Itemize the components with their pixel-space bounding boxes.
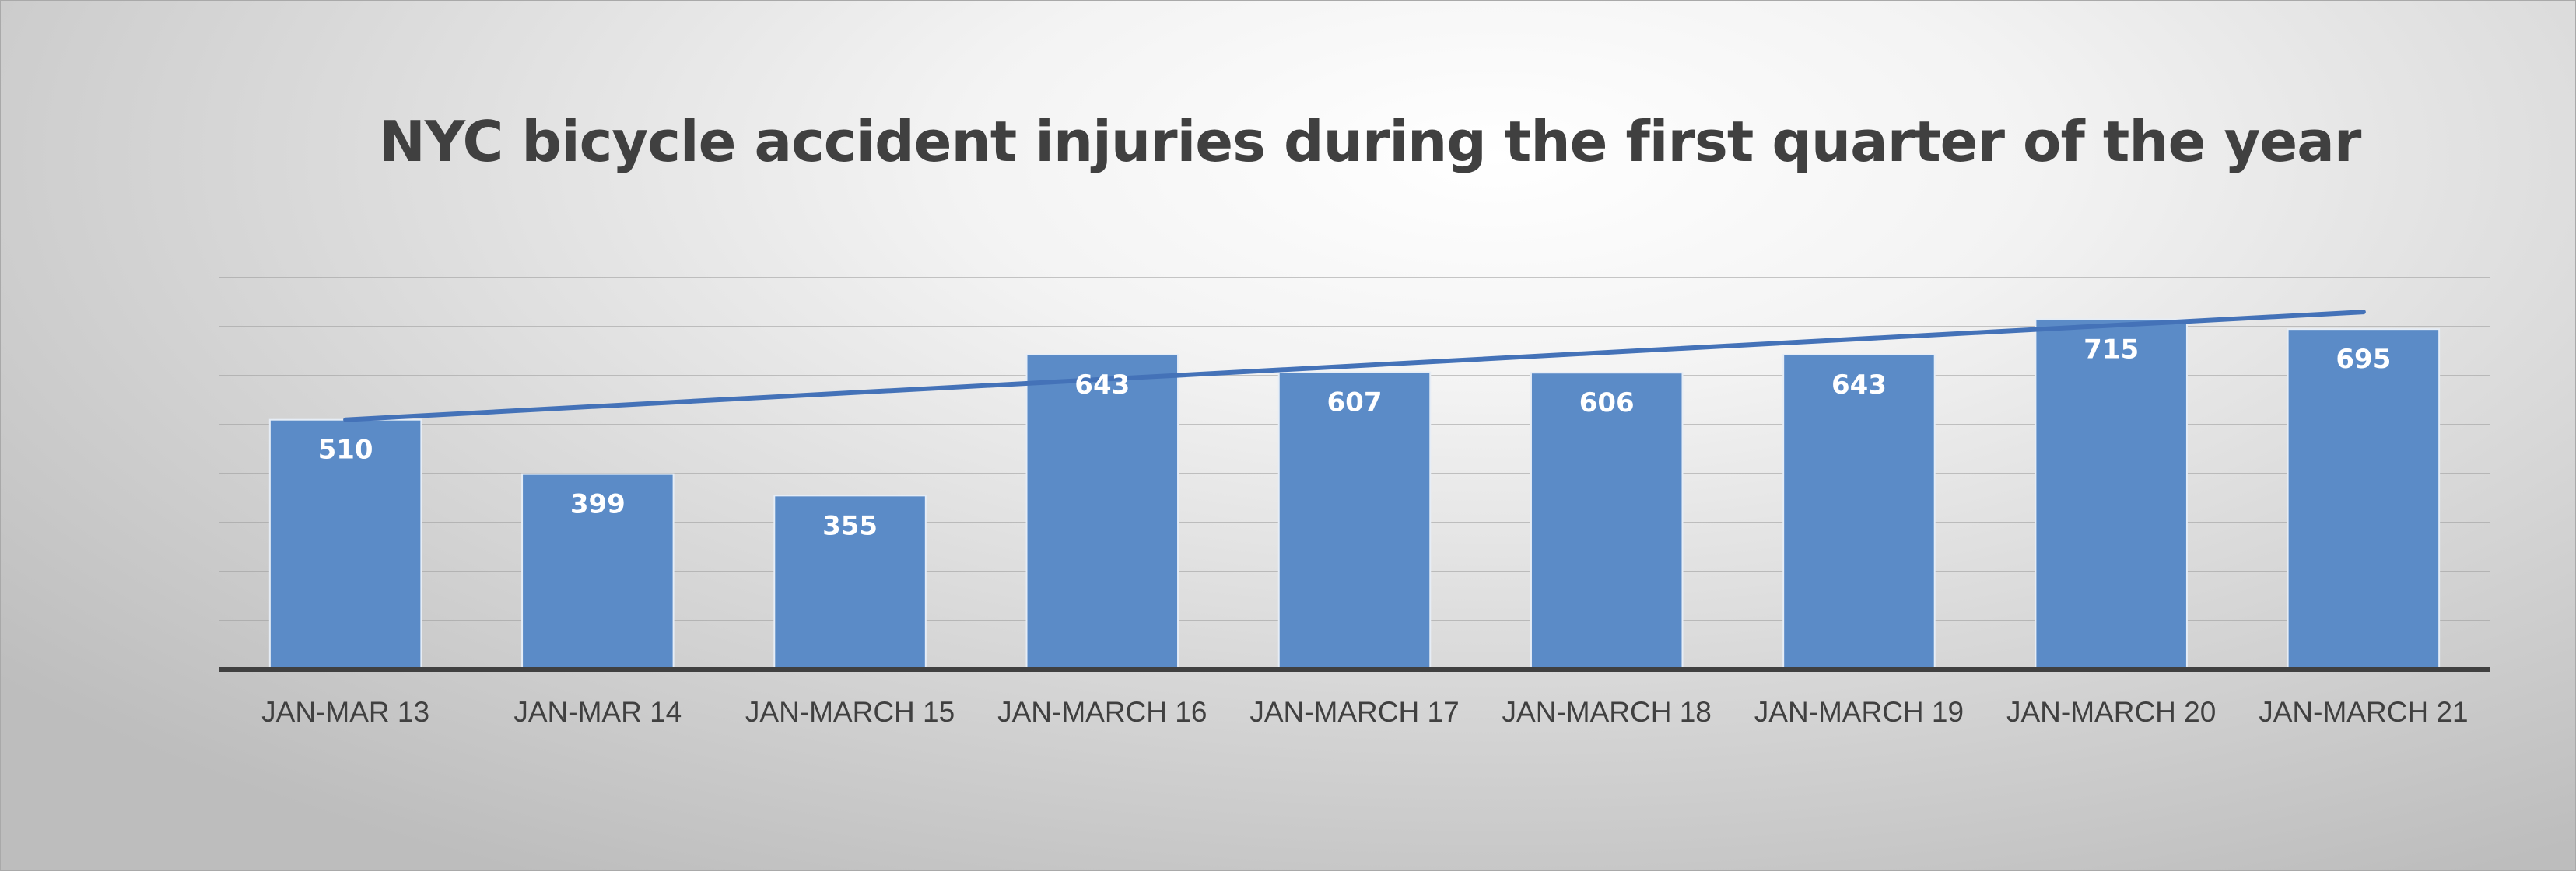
bars: [268, 318, 2441, 670]
data-label: 715: [2084, 334, 2139, 366]
bar: [521, 473, 675, 670]
x-tick-label: JAN-MARCH 15: [745, 696, 955, 728]
data-label: 695: [2336, 344, 2391, 375]
bar: [2287, 328, 2441, 670]
data-label: 643: [1074, 369, 1130, 401]
x-tick-label: JAN-MARCH 19: [1754, 696, 1964, 728]
bar: [268, 418, 422, 670]
trendline-group: [343, 310, 2366, 422]
chart-title: NYC bicycle accident injuries during the…: [378, 109, 2362, 174]
data-label: 643: [1831, 369, 1887, 401]
data-label: 606: [1579, 387, 1635, 418]
data-label: 355: [822, 510, 878, 541]
x-tick-label: JAN-MARCH 17: [1249, 696, 1459, 728]
x-tick-label: JAN-MARCH 20: [2006, 696, 2216, 728]
bar: [1530, 372, 1684, 670]
data-labels: 510 399 355 643 607 606 643 715 695: [318, 334, 2392, 542]
bar: [1025, 353, 1179, 670]
bar: [773, 495, 927, 670]
data-label: 399: [570, 489, 626, 520]
x-tick-label: JAN-MARCH 18: [1502, 696, 1712, 728]
x-tick-label: JAN-MAR 13: [261, 696, 429, 728]
data-label: 510: [318, 435, 373, 466]
x-tick-label: JAN-MAR 14: [513, 696, 682, 728]
x-tick-label: JAN-MARCH 21: [2259, 696, 2468, 728]
data-label: 607: [1327, 387, 1383, 418]
x-tick-label: JAN-MARCH 16: [997, 696, 1207, 728]
bar: [1782, 353, 1936, 670]
trendline: [343, 310, 2366, 422]
bar: [2035, 318, 2188, 670]
x-axis: JAN-MAR 13 JAN-MAR 14 JAN-MARCH 15 JAN-MARC…: [219, 667, 2490, 728]
bar: [1277, 371, 1432, 670]
